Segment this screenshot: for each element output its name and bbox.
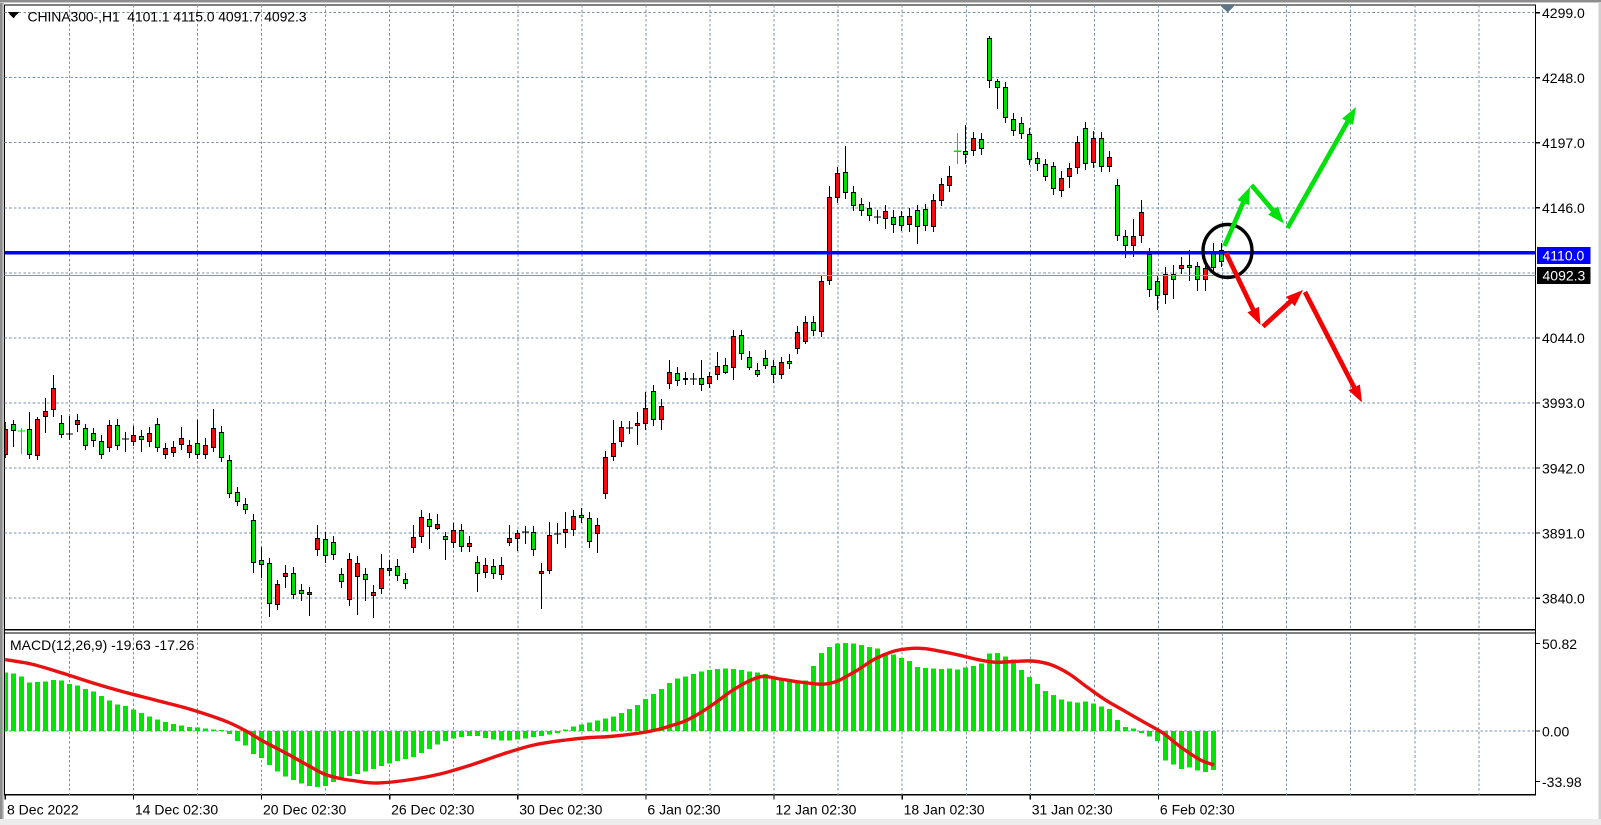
svg-text:4299.0: 4299.0: [1542, 5, 1585, 21]
svg-text:30 Dec 02:30: 30 Dec 02:30: [519, 802, 602, 818]
svg-text:0.00: 0.00: [1542, 723, 1569, 739]
svg-text:50.82: 50.82: [1542, 636, 1577, 652]
svg-text:6 Jan 02:30: 6 Jan 02:30: [647, 802, 720, 818]
svg-text:31 Jan 02:30: 31 Jan 02:30: [1032, 802, 1113, 818]
svg-text:3942.0: 3942.0: [1542, 460, 1585, 476]
svg-text:CHINA300-,H1 4101.1 4115.0 40: CHINA300-,H1 4101.1 4115.0 4091.7 4092.3: [28, 8, 307, 24]
svg-text:3891.0: 3891.0: [1542, 525, 1585, 541]
svg-text:8 Dec 2022: 8 Dec 2022: [7, 802, 79, 818]
svg-text:14 Dec 02:30: 14 Dec 02:30: [135, 802, 218, 818]
svg-text:4197.0: 4197.0: [1542, 135, 1585, 151]
svg-text:6 Feb 02:30: 6 Feb 02:30: [1160, 802, 1235, 818]
svg-text:4248.0: 4248.0: [1542, 70, 1585, 86]
svg-text:12 Jan 02:30: 12 Jan 02:30: [776, 802, 857, 818]
svg-text:MACD(12,26,9) -19.63 -17.26: MACD(12,26,9) -19.63 -17.26: [10, 637, 195, 653]
svg-text:-33.98: -33.98: [1542, 774, 1582, 790]
svg-text:4110.0: 4110.0: [1543, 247, 1585, 263]
svg-text:4092.3: 4092.3: [1543, 267, 1586, 283]
svg-text:3840.0: 3840.0: [1542, 590, 1585, 606]
svg-text:20 Dec 02:30: 20 Dec 02:30: [263, 802, 346, 818]
svg-text:4146.0: 4146.0: [1542, 200, 1585, 216]
svg-text:18 Jan 02:30: 18 Jan 02:30: [904, 802, 985, 818]
svg-text:4044.0: 4044.0: [1542, 330, 1585, 346]
svg-text:3993.0: 3993.0: [1542, 395, 1585, 411]
svg-text:26 Dec 02:30: 26 Dec 02:30: [391, 802, 474, 818]
